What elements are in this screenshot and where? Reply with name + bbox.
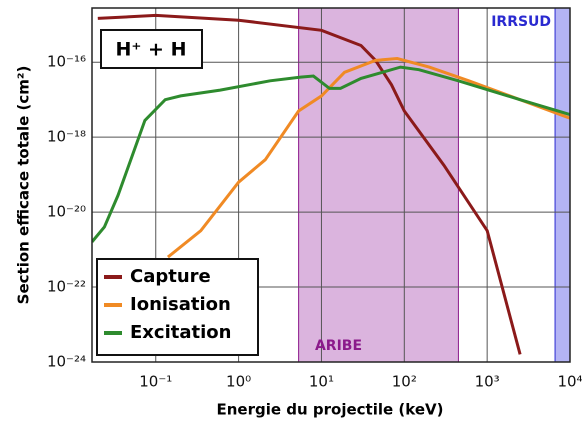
region-label: IRRSUD [491,14,551,30]
x-axis-label: Energie du projectile (keV) [217,401,444,419]
y-tick-label: 10⁻¹⁸ [47,128,86,146]
x-tick-label: 10² [392,373,417,391]
region-label: ARIBE [315,338,362,354]
line [166,56,570,259]
y-tick-label: 10⁻²² [47,278,86,296]
region [554,7,571,363]
x-tick-label: 10⁰ [226,373,251,391]
annotation: H⁺ + H [116,39,187,61]
y-tick-label: 10⁻²⁴ [47,353,86,371]
legend-box [96,258,259,356]
x-tick-label: 10¹ [309,373,334,391]
legend-label: Ionisation [130,294,231,315]
y-tick-label: 10⁻²⁰ [47,203,86,221]
plot-frame [91,7,571,363]
legend-label: Excitation [130,322,231,343]
legend-label: Capture [130,266,211,287]
x-tick-label: 10⁴ [557,373,582,391]
annotation-box [100,29,203,69]
y-tick-label: 10⁻¹⁶ [47,53,86,71]
x-tick-label: 10³ [475,373,500,391]
line [92,65,570,243]
x-tick-label: 10⁻¹ [139,373,172,391]
y-axis-label: Section efficace totale (cm²) [15,66,33,305]
